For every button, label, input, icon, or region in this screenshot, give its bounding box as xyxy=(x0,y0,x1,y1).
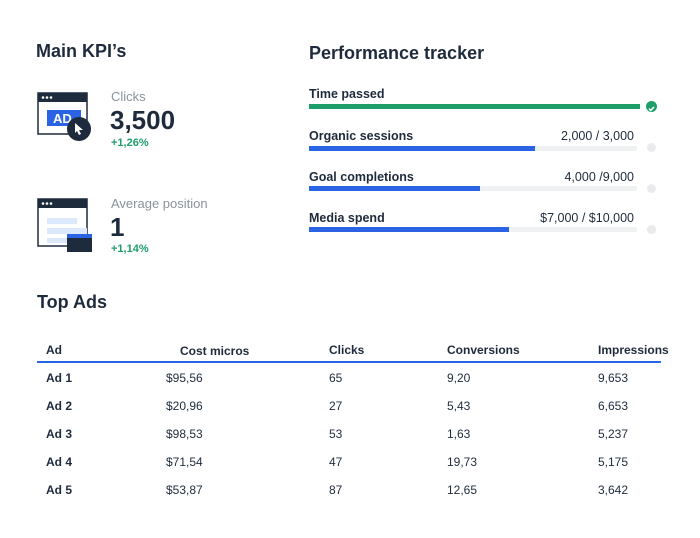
table-cell: 19,73 xyxy=(447,455,478,469)
tracker-title: Performance tracker xyxy=(309,43,485,63)
table-cell: $71,54 xyxy=(166,455,203,469)
table-cell: $53,87 xyxy=(166,483,203,497)
kpi-label: Clicks xyxy=(111,89,146,104)
table-cell: 27 xyxy=(329,399,343,413)
column-header[interactable]: Ad xyxy=(46,343,62,357)
table-cell: 47 xyxy=(329,455,343,469)
ad-position-icon xyxy=(37,198,93,254)
table-row-label: Ad 1 xyxy=(46,371,73,385)
progress-track xyxy=(309,146,637,151)
tracker-label: Media spend xyxy=(309,211,385,225)
column-header[interactable]: Conversions xyxy=(447,343,520,357)
status-dot-icon xyxy=(647,143,656,152)
table-cell: $20,96 xyxy=(166,399,203,413)
table-cell: 87 xyxy=(329,483,343,497)
table-row-label: Ad 5 xyxy=(46,483,73,497)
kpi-value: 3,500 xyxy=(110,105,176,135)
header-divider xyxy=(37,361,661,363)
status-dot-icon xyxy=(647,225,656,234)
column-header[interactable]: Impressions xyxy=(598,343,669,357)
table-cell: $98,53 xyxy=(166,427,203,441)
progress-fill xyxy=(309,146,536,151)
table-row-label: Ad 4 xyxy=(46,455,73,469)
table-cell: 1,63 xyxy=(447,427,471,441)
table-cell: 5,43 xyxy=(447,399,471,413)
table-cell: 9,653 xyxy=(598,371,629,385)
tracker-label: Time passed xyxy=(309,87,385,101)
table-cell: 9,20 xyxy=(447,371,471,385)
table-cell: 5,175 xyxy=(598,455,629,469)
tracker-label: Organic sessions xyxy=(309,129,414,143)
kpi-title: Main KPI’s xyxy=(36,41,127,61)
progress-track xyxy=(309,186,637,191)
table-cell: 6,653 xyxy=(598,399,629,413)
progress-fill xyxy=(309,104,640,109)
table-cell: $95,56 xyxy=(166,371,203,385)
tracker-label: Goal completions xyxy=(309,170,414,184)
check-icon xyxy=(646,101,657,112)
column-header[interactable]: Cost micros xyxy=(180,344,250,358)
table-cell: 53 xyxy=(329,427,343,441)
table-cell: 3,642 xyxy=(598,483,629,497)
top-ads-title: Top Ads xyxy=(37,292,107,312)
progress-track xyxy=(309,104,640,109)
table-cell: 12,65 xyxy=(447,483,478,497)
kpi-value: 1 xyxy=(110,212,125,242)
kpi-label: Average position xyxy=(111,196,208,211)
table-cell: 65 xyxy=(329,371,343,385)
svg-text:AD: AD xyxy=(53,111,72,126)
progress-track xyxy=(309,227,637,232)
table-row-label: Ad 3 xyxy=(46,427,73,441)
ad-click-icon: AD xyxy=(37,92,93,142)
progress-fill xyxy=(309,186,480,191)
tracker-value: 2,000 / 3,000 xyxy=(561,129,634,143)
progress-fill xyxy=(309,227,510,232)
column-header[interactable]: Clicks xyxy=(329,343,365,357)
kpi-delta: +1,26% xyxy=(111,137,149,149)
table-row-label: Ad 2 xyxy=(46,399,73,413)
table-cell: 5,237 xyxy=(598,427,629,441)
tracker-value: $7,000 / $10,000 xyxy=(540,211,634,225)
status-dot-icon xyxy=(647,184,656,193)
kpi-delta: +1,14% xyxy=(111,243,149,255)
tracker-value: 4,000 /9,000 xyxy=(564,170,634,184)
